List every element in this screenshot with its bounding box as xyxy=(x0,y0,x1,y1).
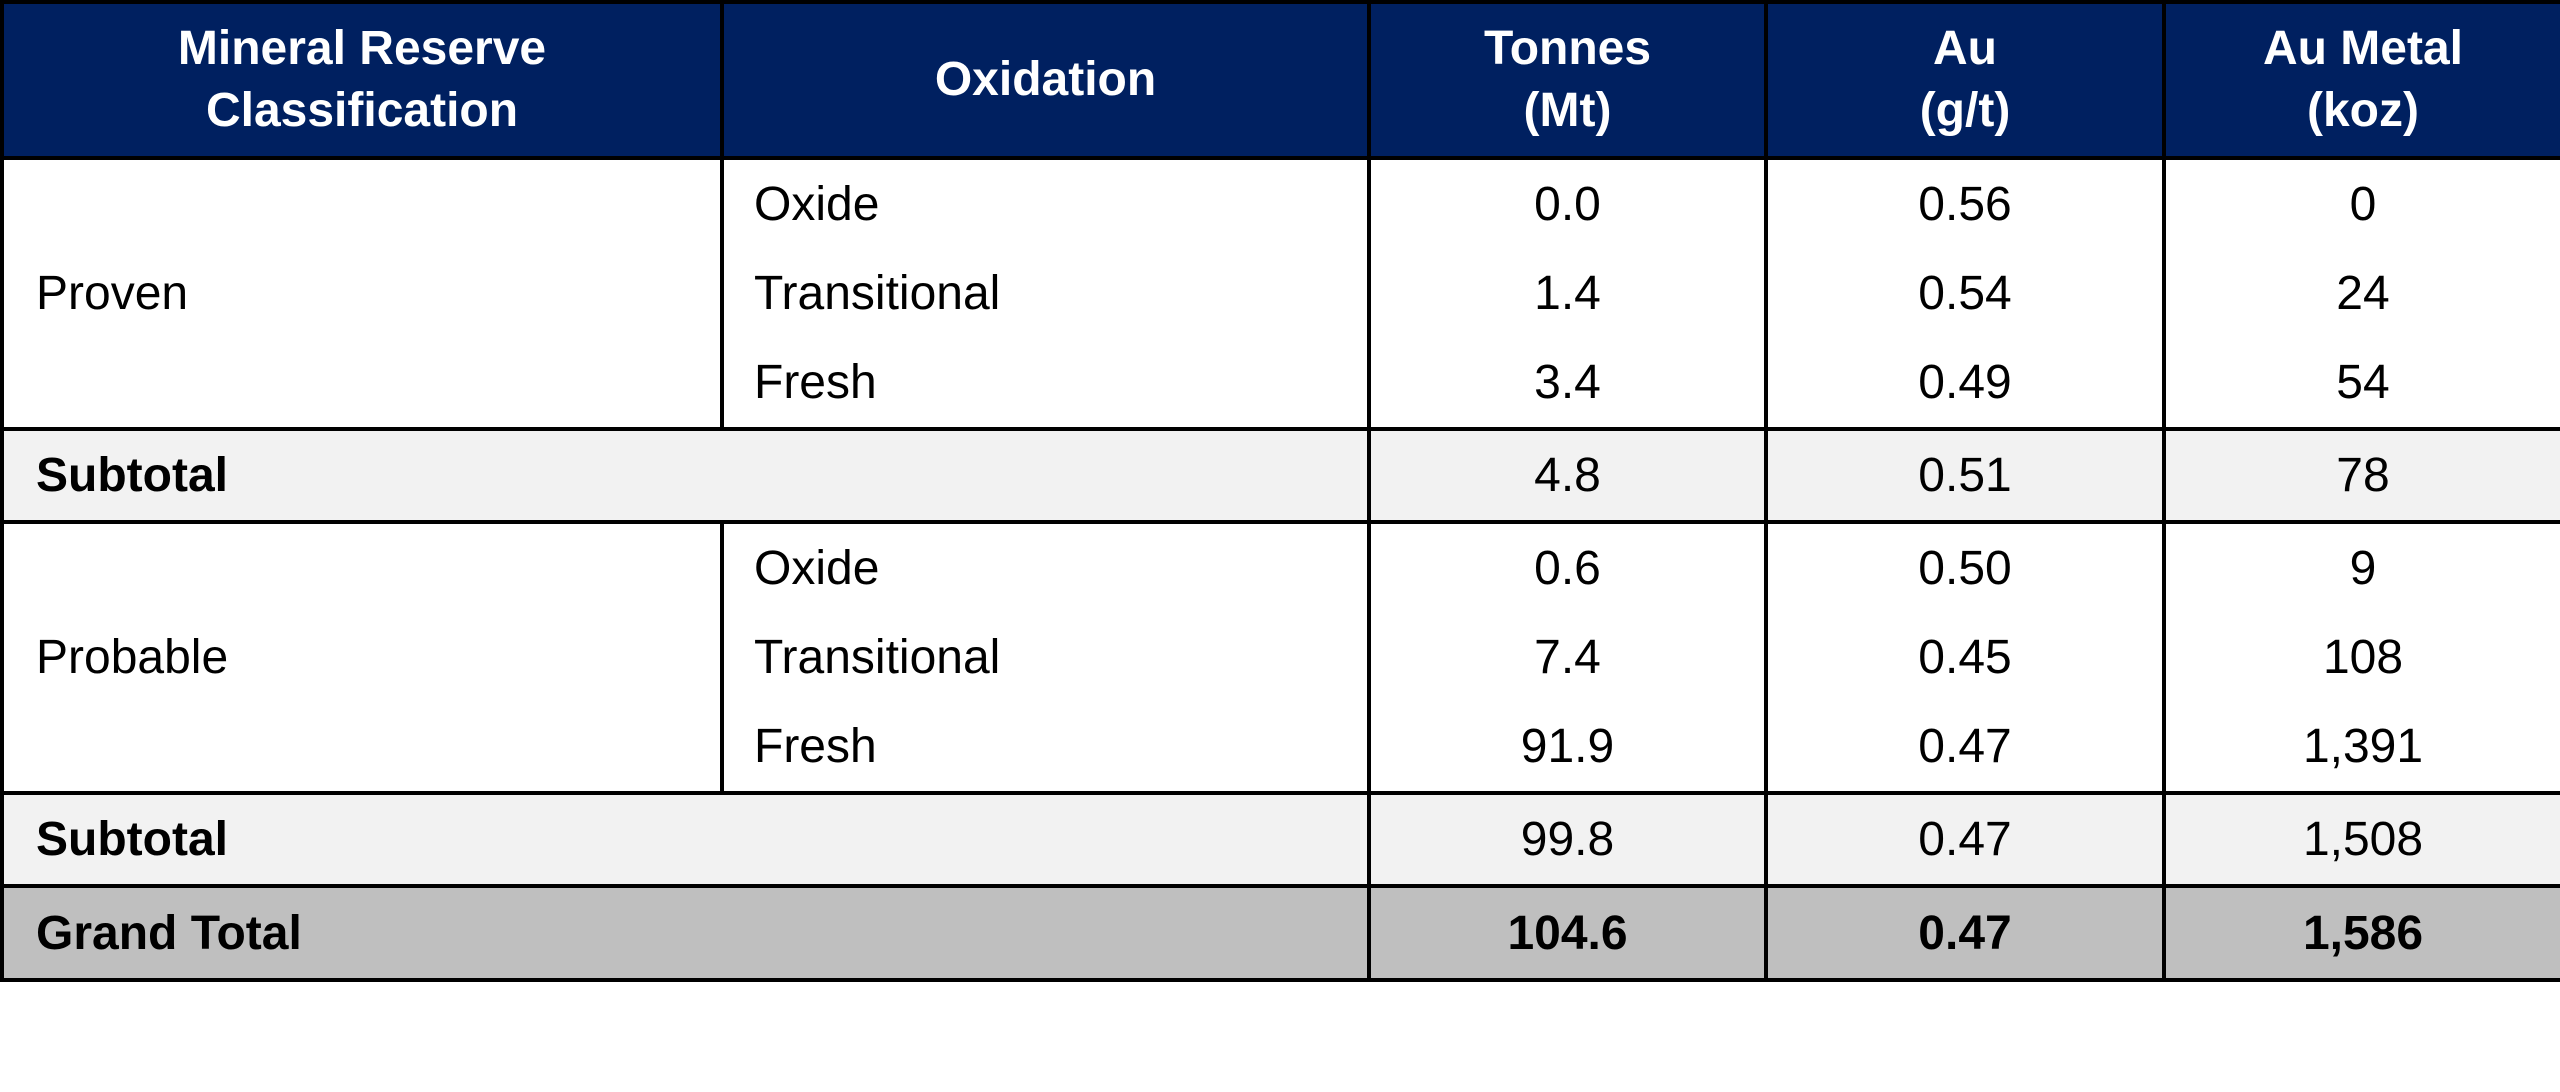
oxidation-cell: Oxide xyxy=(720,522,1371,613)
value-cell: 0.0 xyxy=(1367,158,1768,249)
oxidation-cell: Transitional xyxy=(720,249,1371,338)
value-cell: 0.6 xyxy=(1367,522,1768,613)
value-cell: 9 xyxy=(2162,522,2560,613)
header-row: Mineral Reserve Classification Oxidation To… xyxy=(0,0,2560,160)
reserve-table: Mineral Reserve Classification Oxidation To… xyxy=(0,0,2560,982)
header-cell: Au Metal (koz) xyxy=(2162,0,2560,160)
grand-total-label: Grand Total xyxy=(0,884,1371,982)
value-cell: 7.4 xyxy=(1367,613,1768,702)
subtotal-row: Subtotal 4.8 0.51 78 xyxy=(0,427,2560,524)
oxidation-cell: Transitional xyxy=(720,613,1371,702)
value-cell: 0.49 xyxy=(1764,338,2166,429)
classification-cell: Proven xyxy=(0,156,724,431)
value-cell: 3.4 xyxy=(1367,338,1768,429)
header-text: (Mt) xyxy=(1523,84,1612,137)
value-cell: 0.56 xyxy=(1764,158,2166,249)
value-cell: 1,391 xyxy=(2162,702,2560,793)
data-row: Fresh 91.9 0.47 1,391 xyxy=(2,702,2560,793)
subtotal-row: Subtotal 99.8 0.47 1,508 xyxy=(0,791,2560,888)
value-cell: 0.50 xyxy=(1764,522,2166,613)
classification-cell: Probable xyxy=(0,520,724,795)
header-cell: Mineral Reserve Classification xyxy=(0,0,724,160)
value-cell: 0.51 xyxy=(1764,427,2166,524)
oxidation-cell: Oxide xyxy=(720,158,1371,249)
value-cell: 0.47 xyxy=(1764,702,2166,793)
value-cell: 0.45 xyxy=(1764,613,2166,702)
header-text: Oxidation xyxy=(934,53,1157,106)
oxidation-cell: Fresh xyxy=(720,702,1371,793)
header-text: Tonnes xyxy=(1483,22,1652,75)
value-cell: 0.47 xyxy=(1764,791,2166,888)
value-cell: 99.8 xyxy=(1367,791,1768,888)
subtotal-label: Subtotal xyxy=(0,791,1371,888)
data-row: Transitional 1.4 0.54 24 xyxy=(2,249,2560,338)
header-text: (koz) xyxy=(2307,84,2419,137)
header-text: Classification xyxy=(205,84,519,137)
value-cell: 1.4 xyxy=(1367,249,1768,338)
subtotal-label: Subtotal xyxy=(0,427,1371,524)
value-cell: 0.54 xyxy=(1764,249,2166,338)
value-cell: 0.47 xyxy=(1764,884,2166,982)
header-text: Au xyxy=(1933,22,1997,75)
value-cell: 78 xyxy=(2162,427,2560,524)
oxidation-cell: Fresh xyxy=(720,338,1371,429)
data-row: Proven Oxide 0.0 0.56 0 xyxy=(0,156,2560,431)
value-cell: 1,586 xyxy=(2162,884,2560,982)
data-row: Transitional 7.4 0.45 108 xyxy=(2,613,2560,702)
header-cell: Au (g/t) xyxy=(1764,0,2166,160)
data-row: Probable Oxide 0.6 0.50 9 xyxy=(0,520,2560,795)
grand-total-row: Grand Total 104.6 0.47 1,586 xyxy=(0,884,2560,982)
value-cell: 1,508 xyxy=(2162,791,2560,888)
value-cell: 4.8 xyxy=(1367,427,1768,524)
header-cell: Oxidation xyxy=(720,0,1371,160)
header-text: Au Metal xyxy=(2262,22,2463,75)
header-text: Mineral Reserve xyxy=(177,22,547,75)
value-cell: 91.9 xyxy=(1367,702,1768,793)
header-cell: Tonnes (Mt) xyxy=(1367,0,1768,160)
value-cell: 108 xyxy=(2162,613,2560,702)
value-cell: 54 xyxy=(2162,338,2560,429)
value-cell: 24 xyxy=(2162,249,2560,338)
data-row: Fresh 3.4 0.49 54 xyxy=(2,338,2560,429)
value-cell: 104.6 xyxy=(1367,884,1768,982)
value-cell: 0 xyxy=(2162,158,2560,249)
header-text: (g/t) xyxy=(1919,84,2011,137)
